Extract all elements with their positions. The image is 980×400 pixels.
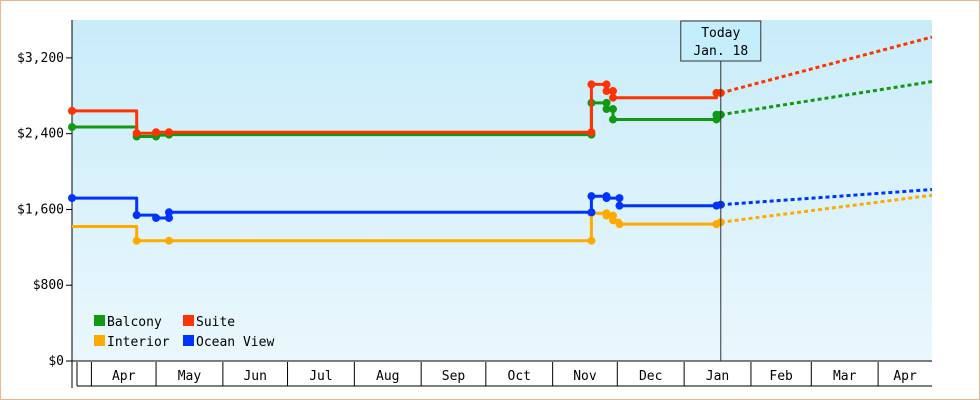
projection-line [720, 193, 933, 224]
legend-swatch [183, 335, 194, 346]
today-marker: Today Jan. 18 [680, 20, 762, 361]
data-point [68, 106, 76, 115]
y-tick-label: $800 [33, 278, 64, 293]
projection-line [720, 35, 933, 95]
data-point [602, 194, 611, 203]
projection-line [720, 80, 933, 117]
data-point [615, 201, 624, 210]
data-point [587, 236, 596, 245]
legend-label: Interior [107, 335, 170, 350]
x-tick-label: Jun [243, 369, 266, 384]
x-tick-label: May [178, 369, 202, 384]
data-point [602, 98, 611, 107]
data-point [609, 105, 618, 114]
data-point [587, 192, 596, 201]
data-point [602, 87, 611, 96]
x-tick-label: Apr [893, 369, 917, 384]
x-tick-label: Dec [639, 369, 662, 384]
data-point [609, 87, 618, 96]
x-tick-label: Mar [833, 369, 857, 384]
y-tick-label: $0 [48, 354, 64, 369]
plot-background [72, 20, 932, 361]
data-point [587, 80, 596, 89]
x-tick-label: Jan [706, 369, 729, 384]
data-point [164, 128, 173, 137]
series-layer [68, 35, 933, 245]
data-point [164, 236, 173, 245]
legend-item-interior: Interior [94, 335, 170, 350]
data-point [609, 216, 618, 225]
legend-swatch [183, 315, 194, 326]
today-date: Jan. 18 [693, 44, 748, 59]
data-point [587, 128, 596, 137]
legend-swatch [94, 315, 105, 326]
data-point [132, 129, 141, 138]
y-tick-label: $1,600 [17, 202, 64, 217]
legend-item-balcony: Balcony [94, 315, 162, 330]
data-point [164, 208, 173, 217]
y-axis: $0 $800 $1,600 $2,400 $3,200 [17, 20, 73, 388]
legend-label: Balcony [107, 315, 162, 330]
today-label: Today [701, 26, 740, 41]
data-point [68, 194, 76, 203]
data-point [164, 213, 173, 222]
data-point [602, 80, 611, 89]
x-tick-label: Oct [508, 369, 531, 384]
legend-label: Suite [196, 315, 235, 330]
data-point [602, 211, 611, 220]
x-tick-label: Sep [442, 369, 466, 384]
data-point [602, 105, 611, 114]
series-ocean-view [68, 188, 933, 222]
data-point [152, 213, 161, 222]
legend-item-suite: Suite [183, 315, 235, 330]
data-point [68, 123, 76, 132]
data-point [587, 208, 596, 217]
x-tick-label: Feb [769, 369, 793, 384]
data-point [132, 211, 141, 220]
data-point [132, 236, 141, 245]
data-point [152, 128, 161, 137]
x-tick-label: Apr [112, 369, 136, 384]
legend-swatch [94, 335, 105, 346]
y-tick-label: $3,200 [17, 51, 64, 66]
data-point [615, 194, 624, 203]
series-line [72, 194, 721, 220]
x-tick-label: Nov [573, 369, 597, 384]
series-interior [72, 193, 933, 245]
data-point [609, 93, 618, 102]
x-tick-label: Aug [376, 369, 399, 384]
data-point [615, 220, 624, 229]
data-point [609, 115, 618, 124]
x-axis: Apr May Jun Jul Aug Sep Oct Nov Dec Jan Feb Mar Apr [72, 360, 932, 387]
legend-item-ocean-view: Ocean View [183, 335, 274, 350]
legend: Balcony Suite Interior Ocean View [94, 315, 274, 350]
series-suite [68, 35, 933, 138]
x-tick-label: Jul [309, 369, 332, 384]
today-box [680, 20, 762, 62]
y-tick-label: $2,400 [17, 127, 64, 142]
projection-line [720, 188, 933, 207]
legend-label: Ocean View [196, 335, 274, 350]
